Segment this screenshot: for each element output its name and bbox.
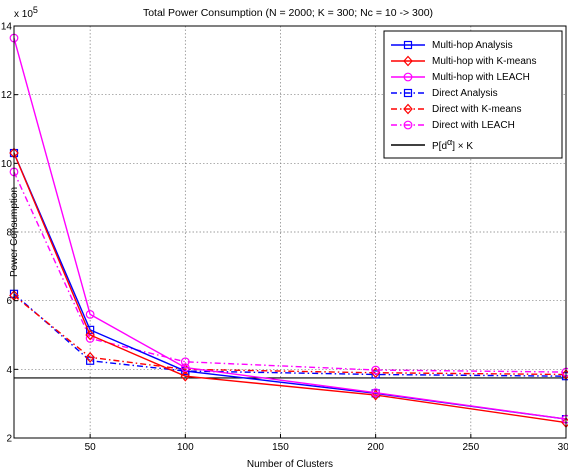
data-point	[85, 310, 95, 319]
y-axis-multiplier: x 105	[14, 5, 38, 20]
y-axis-ticks: 2 4 6 8 10 12 14	[1, 22, 18, 445]
data-point	[85, 351, 95, 363]
data-point	[180, 363, 190, 373]
y-tick-label: 8	[6, 228, 12, 239]
legend-label-7: P[dα] × K	[432, 137, 473, 152]
series-line	[13, 171, 567, 373]
legend-marker-6	[403, 120, 413, 130]
series-lines	[9, 33, 568, 428]
y-tick-label: 10	[1, 159, 13, 170]
series-line	[13, 293, 567, 377]
data-point	[370, 367, 381, 379]
y-tick-label: 4	[6, 365, 12, 376]
x-tick-label: 300	[558, 442, 568, 453]
plot-frame	[13, 25, 567, 439]
data-point	[371, 388, 381, 398]
legend-label-2: Multi-hop with K-means	[432, 56, 536, 67]
x-tick-label: 150	[272, 442, 289, 453]
legend-marker-2	[403, 55, 413, 67]
x-tick-label: 50	[85, 442, 97, 453]
x-axis-label: Number of Clusters	[247, 459, 333, 470]
legend-label-3: Multi-hop with LEACH	[432, 72, 530, 83]
x-tick-label: 200	[367, 442, 384, 453]
y-tick-label: 14	[1, 22, 13, 33]
series-line	[13, 37, 567, 420]
data-point	[85, 329, 95, 341]
x-axis-ticks: 50 100 150 200 250 300	[85, 434, 568, 453]
legend-marker-5	[403, 103, 413, 115]
y-tick-label: 12	[1, 90, 13, 101]
legend-label-5: Direct with K-means	[432, 104, 521, 115]
data-point	[371, 365, 381, 375]
legend-marker-3	[403, 72, 413, 82]
series-line	[13, 152, 567, 424]
legend-label-1: Multi-hop Analysis	[432, 40, 513, 51]
y-tick-label: 6	[6, 296, 12, 307]
x-tick-label: 250	[462, 442, 479, 453]
series-line	[13, 294, 567, 376]
legend-samples	[391, 40, 425, 146]
data-point	[180, 370, 191, 382]
legend-box	[383, 30, 563, 159]
legend-label-4: Direct Analysis	[432, 88, 498, 99]
legend-marker-4	[403, 88, 413, 98]
legend: Multi-hop Analysis Multi-hop with K-mean…	[383, 30, 563, 159]
chart-title: Total Power Consumption (N = 2000; K = 3…	[143, 7, 433, 19]
legend-marker-1	[403, 40, 413, 50]
legend-label-6: Direct with LEACH	[432, 120, 515, 131]
x-tick-label: 100	[177, 442, 194, 453]
y-tick-label: 2	[6, 434, 12, 445]
data-point	[180, 357, 190, 367]
